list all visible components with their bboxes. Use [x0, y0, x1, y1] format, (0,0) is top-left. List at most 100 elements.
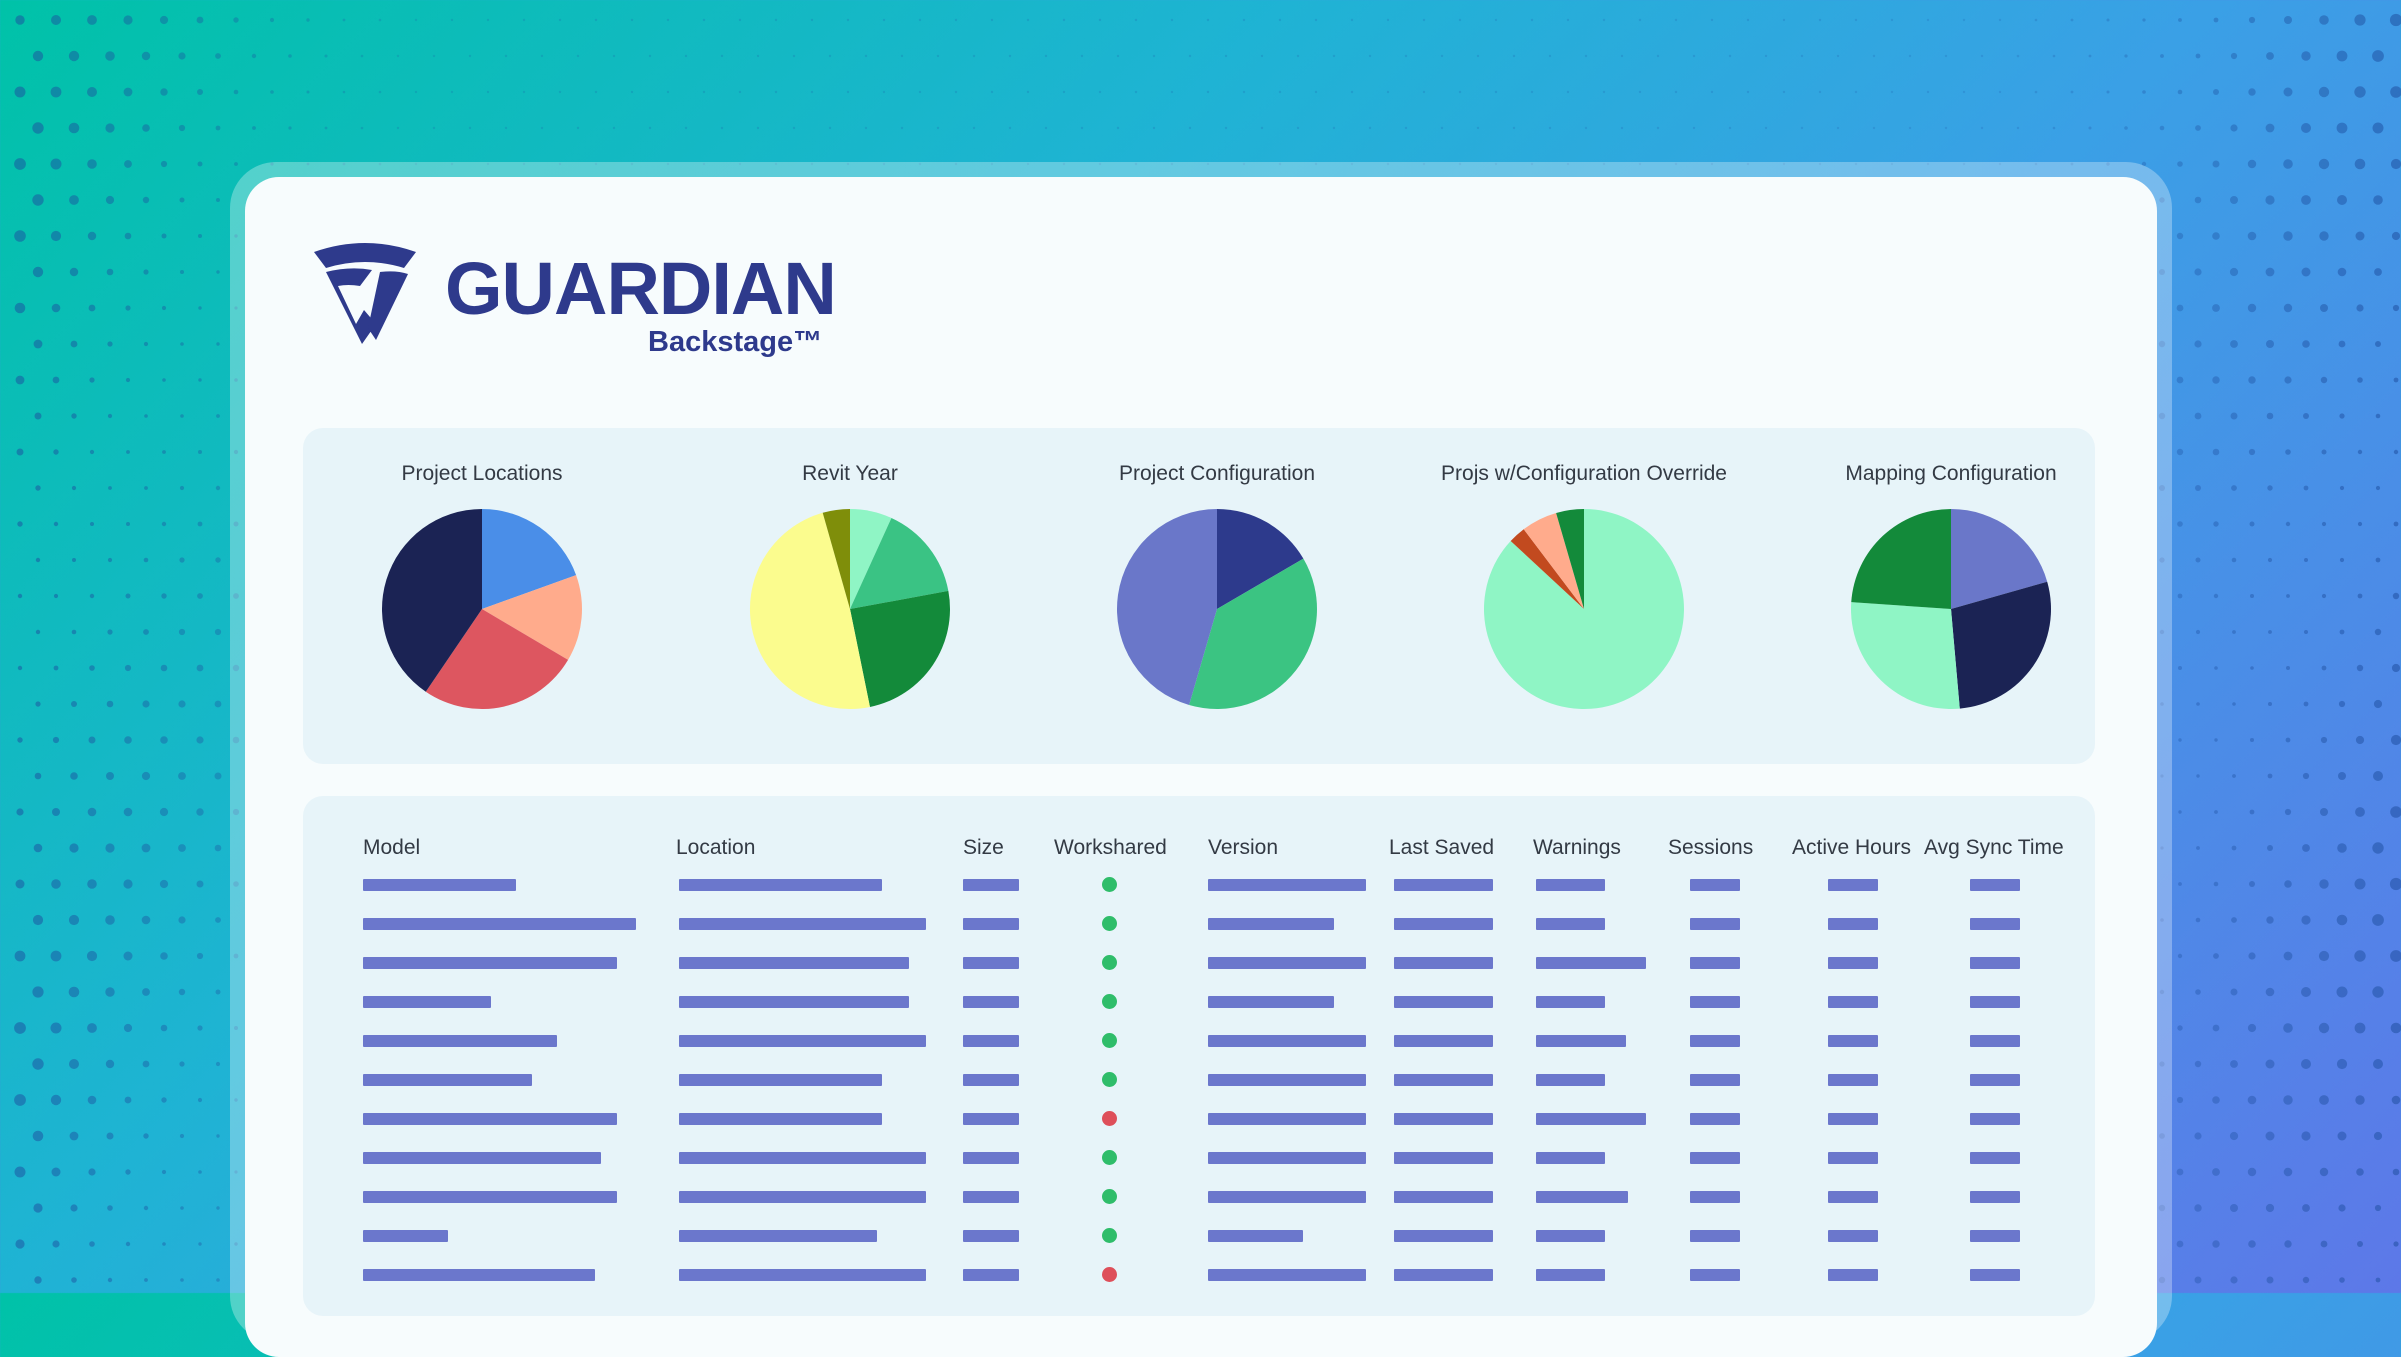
chart-title: Mapping Configuration [1845, 462, 2057, 485]
logo-wordmark: GUARDIAN [445, 247, 837, 330]
chart-title: Project Locations [401, 462, 563, 485]
workshared-status-dot [1102, 1189, 1117, 1204]
warnings-placeholder-bar [1536, 1113, 1646, 1125]
location-placeholder-bar [679, 996, 909, 1008]
logo-subtitle: Backstage™ [648, 326, 823, 358]
version-placeholder-bar [1208, 879, 1366, 891]
pie-slice-3[interactable] [381, 509, 482, 692]
size-placeholder-bar [963, 918, 1019, 930]
pie-slice-1[interactable] [850, 517, 949, 609]
workshared-status-dot [1102, 1228, 1117, 1243]
warnings-placeholder-bar [1536, 1230, 1605, 1242]
table-row[interactable] [303, 994, 2095, 1010]
table-row[interactable] [303, 1189, 2095, 1205]
table-row[interactable] [303, 1111, 2095, 1127]
last-saved-placeholder-bar [1394, 1152, 1493, 1164]
workshared-status-dot [1102, 877, 1117, 892]
pie-slice-0[interactable] [1951, 509, 2048, 609]
sessions-placeholder-bar [1690, 1074, 1740, 1086]
pie-chart [381, 509, 582, 709]
active-hours-placeholder-bar [1828, 1152, 1878, 1164]
guardian-logo: GUARDIAN Backstage™ [310, 240, 837, 370]
active-hours-placeholder-bar [1828, 957, 1878, 969]
chart-revit-year: Revit Year [671, 428, 1029, 764]
sessions-placeholder-bar [1690, 879, 1740, 891]
location-placeholder-bar [679, 1035, 926, 1047]
pie-slice-2[interactable] [1851, 602, 1960, 709]
pie-slice-3[interactable] [749, 512, 870, 710]
workshared-status-dot [1102, 916, 1117, 931]
last-saved-placeholder-bar [1394, 1113, 1493, 1125]
pie-slice-2[interactable] [850, 590, 950, 707]
pie-slice-0[interactable] [1217, 509, 1304, 609]
header-sessions[interactable]: Sessions [1668, 836, 1754, 859]
pie-slice-3[interactable] [1851, 509, 1951, 609]
chart-title: Revit Year [802, 462, 898, 485]
location-placeholder-bar [679, 1152, 926, 1164]
sessions-placeholder-bar [1690, 1035, 1740, 1047]
header-last-saved[interactable]: Last Saved [1389, 836, 1495, 859]
pie-slice-3[interactable] [1556, 509, 1584, 609]
pie-slice-0[interactable] [482, 509, 577, 609]
active-hours-placeholder-bar [1828, 1269, 1878, 1281]
avg-sync-time-placeholder-bar [1970, 1035, 2020, 1047]
pie-slice-1[interactable] [1951, 581, 2051, 709]
header-version[interactable]: Version [1208, 836, 1279, 859]
pie-chart [1116, 509, 1317, 709]
table-row[interactable] [303, 1072, 2095, 1088]
pie-chart [1483, 509, 1684, 709]
warnings-placeholder-bar [1536, 1191, 1628, 1203]
avg-sync-time-placeholder-bar [1970, 1230, 2020, 1242]
pie-slice-1[interactable] [1189, 558, 1317, 709]
table-row[interactable] [303, 1150, 2095, 1166]
size-placeholder-bar [963, 1269, 1019, 1281]
pie-slice-2[interactable] [1523, 512, 1584, 609]
model-placeholder-bar [363, 918, 636, 930]
version-placeholder-bar [1208, 1074, 1366, 1086]
pie-slice-2[interactable] [425, 609, 569, 709]
header-active-hours[interactable]: Active Hours [1792, 836, 1912, 859]
header-model[interactable]: Model [363, 836, 421, 859]
version-placeholder-bar [1208, 1035, 1366, 1047]
pie-slice-1[interactable] [482, 575, 582, 660]
table-row[interactable] [303, 916, 2095, 932]
version-placeholder-bar [1208, 1113, 1366, 1125]
warnings-placeholder-bar [1536, 1035, 1626, 1047]
model-placeholder-bar [363, 1152, 601, 1164]
size-placeholder-bar [963, 1074, 1019, 1086]
table-row[interactable] [303, 1228, 2095, 1244]
table-row[interactable] [303, 955, 2095, 971]
last-saved-placeholder-bar [1394, 957, 1493, 969]
workshared-status-dot [1102, 1150, 1117, 1165]
location-placeholder-bar [679, 918, 926, 930]
warnings-placeholder-bar [1536, 1269, 1605, 1281]
model-placeholder-bar [363, 1269, 595, 1281]
active-hours-placeholder-bar [1828, 1074, 1878, 1086]
pie-slice-2[interactable] [1116, 509, 1217, 706]
header-warnings[interactable]: Warnings [1533, 836, 1621, 859]
model-placeholder-bar [363, 1113, 617, 1125]
model-placeholder-bar [363, 1035, 557, 1047]
size-placeholder-bar [963, 1035, 1019, 1047]
table-row[interactable] [303, 1267, 2095, 1283]
location-placeholder-bar [679, 1269, 926, 1281]
pie-slice-1[interactable] [1510, 529, 1584, 609]
table-row[interactable] [303, 1033, 2095, 1049]
header-avg-sync-time[interactable]: Avg Sync Time [1924, 836, 2064, 859]
chart-config-override: Projs w/Configuration Override [1405, 428, 1763, 764]
active-hours-placeholder-bar [1828, 996, 1878, 1008]
header-workshared[interactable]: Workshared [1054, 836, 1167, 859]
sessions-placeholder-bar [1690, 1230, 1740, 1242]
location-placeholder-bar [679, 1230, 877, 1242]
charts-panel: Project Locations Revit Year Project Con… [303, 428, 2095, 764]
table-row[interactable] [303, 877, 2095, 893]
pie-slice-0[interactable] [1483, 509, 1684, 709]
header-location[interactable]: Location [676, 836, 756, 859]
guardian-shield-icon [314, 243, 416, 344]
active-hours-placeholder-bar [1828, 879, 1878, 891]
model-placeholder-bar [363, 996, 491, 1008]
header-size[interactable]: Size [963, 836, 1004, 859]
pie-slice-0[interactable] [850, 509, 892, 609]
chart-title: Project Configuration [1118, 462, 1316, 485]
pie-slice-4[interactable] [822, 509, 850, 609]
